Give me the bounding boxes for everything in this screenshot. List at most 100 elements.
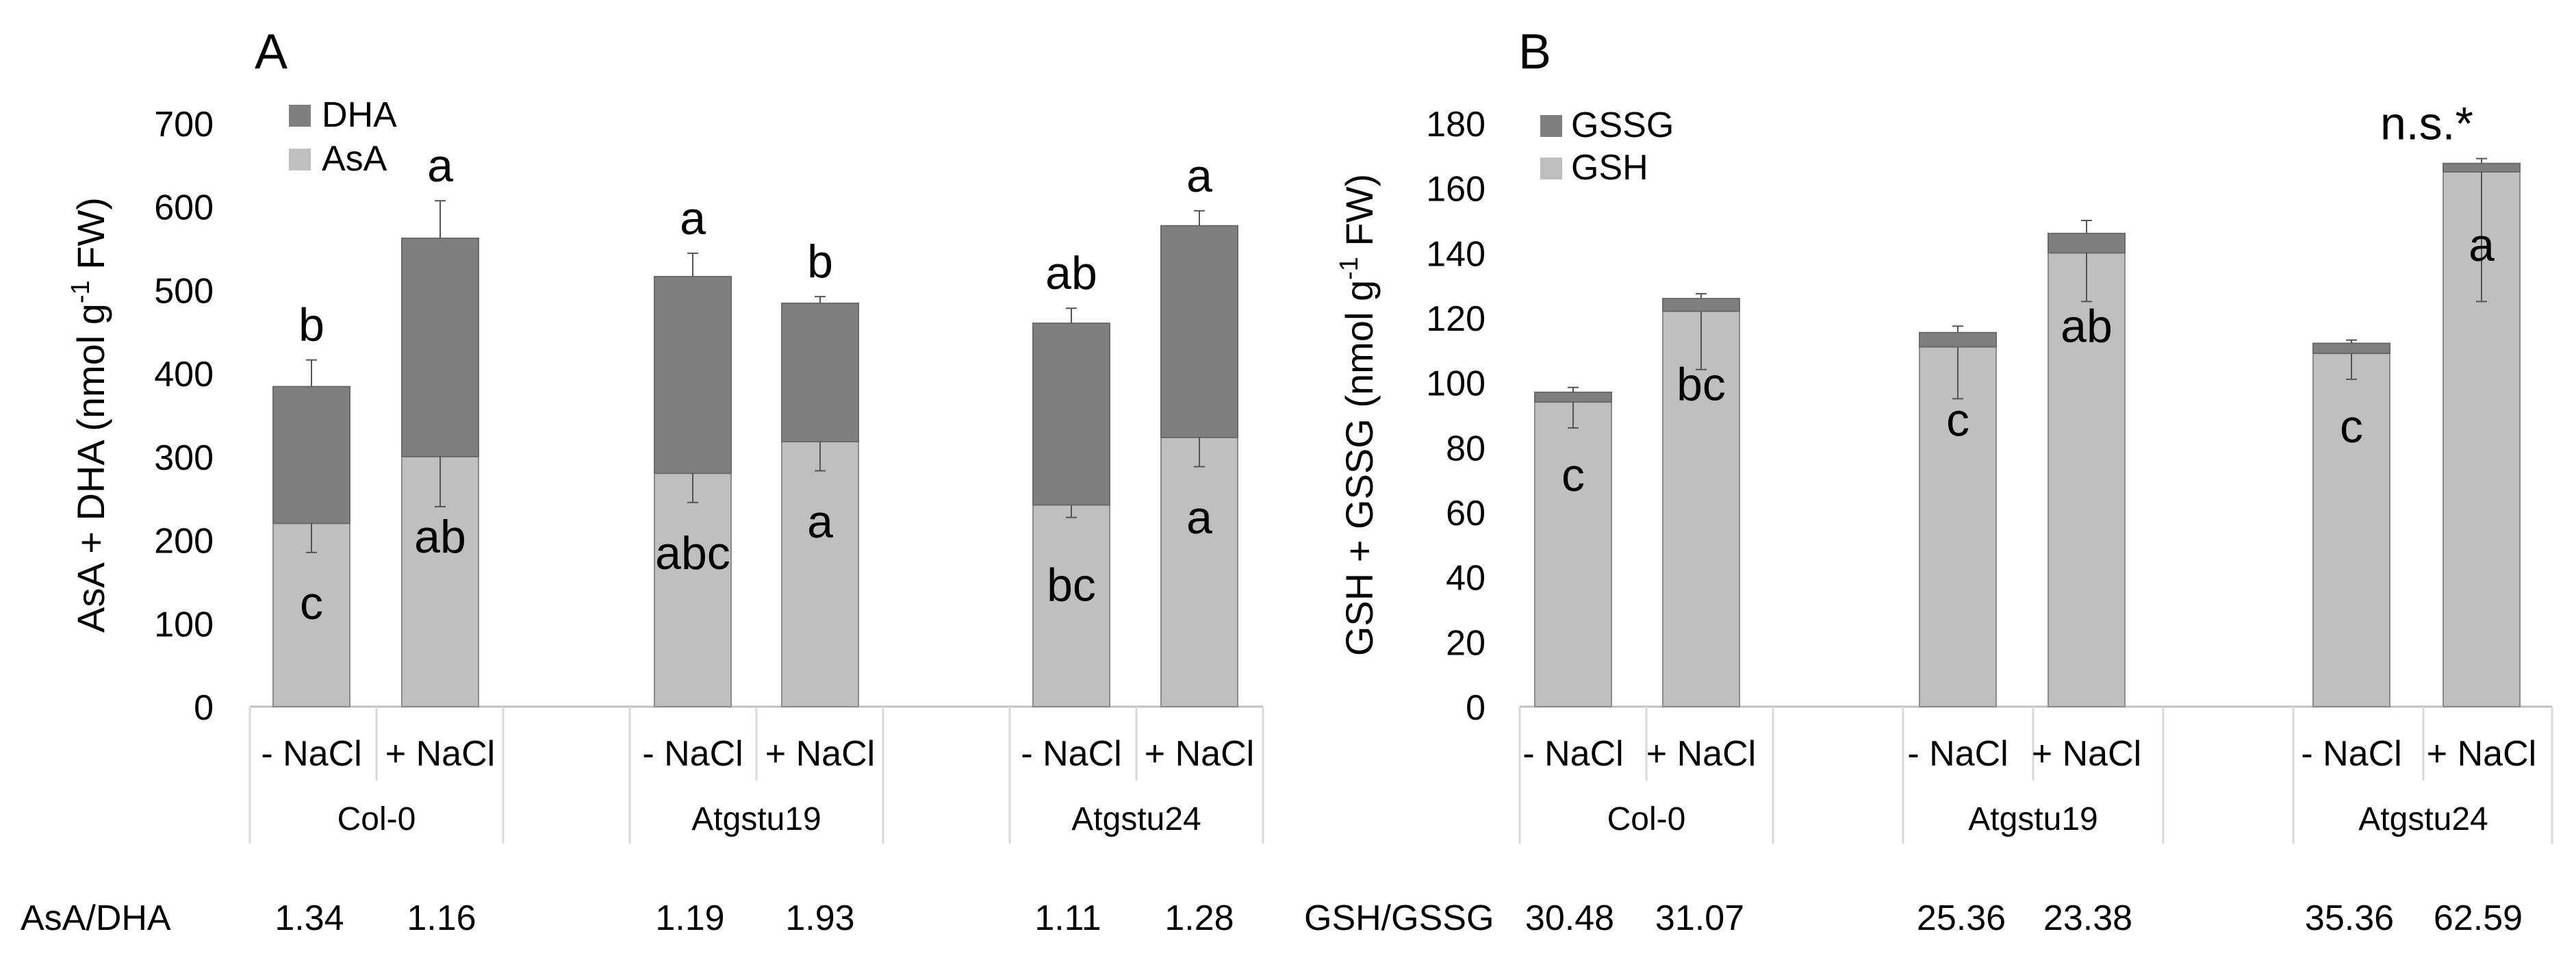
ratio-value: 31.07 <box>1655 898 1744 938</box>
bar-gsh <box>1662 310 1740 707</box>
treatment-label: - NaCl <box>1021 734 1121 774</box>
bar-dha <box>654 275 732 475</box>
ratio-value: 35.36 <box>2305 898 2394 938</box>
legend-label-gssg: GSSG <box>1571 105 1674 145</box>
bar-asa <box>1160 436 1238 707</box>
ratio-value: 23.38 <box>2043 898 2132 938</box>
legend-swatch-gsh <box>1540 157 1562 179</box>
y-tick-label: 60 <box>1446 494 1485 533</box>
genotype-label: Atgstu24 <box>2358 801 2488 837</box>
bar-gssg <box>2048 232 2126 254</box>
y-tick-label: 600 <box>154 188 214 228</box>
treatment-label: + NaCl <box>2032 734 2141 774</box>
bar-dha <box>272 386 350 525</box>
significance-label: c <box>2340 401 2363 453</box>
bar-dha <box>401 237 479 457</box>
y-tick-label: 400 <box>154 355 214 394</box>
y-tick-label: 0 <box>1466 688 1485 728</box>
y-tick-label: 200 <box>154 522 214 561</box>
significance-label: ab <box>414 511 466 563</box>
y-tick-label: 120 <box>1426 299 1485 339</box>
bar-dha <box>1160 225 1238 438</box>
treatment-label: - NaCl <box>1522 734 1623 774</box>
significance-label: a <box>2469 219 2495 271</box>
bar-dha <box>781 302 859 442</box>
legend-swatch-gssg <box>1540 115 1562 137</box>
treatment-label: - NaCl <box>1907 734 2008 774</box>
y-tick-label: 500 <box>154 271 214 311</box>
genotype-label: Col-0 <box>1607 801 1686 837</box>
significance-label: a <box>680 192 706 244</box>
genotype-label: Atgstu24 <box>1071 801 1201 837</box>
ratio-value: 1.11 <box>1034 898 1101 938</box>
bar-gssg <box>1662 298 1740 312</box>
treatment-label: + NaCl <box>1145 734 1254 774</box>
bar-gssg <box>1534 391 1612 403</box>
bar-dha <box>1032 323 1110 506</box>
y-tick-label: 100 <box>1426 364 1485 404</box>
bar-asa <box>654 472 732 707</box>
y-tick-label: 160 <box>1426 170 1485 210</box>
ratio-value: 1.19 <box>655 898 724 938</box>
significance-label: a <box>427 140 453 192</box>
y-tick-label: 180 <box>1426 105 1485 144</box>
significance-label: c <box>300 577 323 629</box>
panel-a: A AsA + DHA (nmol g-1 FW) 0 100 200 300 400 500… <box>21 25 1264 938</box>
ratio-row-label: GSH/GSSG <box>1304 898 1494 938</box>
y-tick-label: 140 <box>1426 234 1485 274</box>
ratio-row-label: AsA/DHA <box>21 898 171 938</box>
treatment-label: + NaCl <box>385 734 495 774</box>
significance-label: abc <box>655 527 730 579</box>
y-axis-label: AsA + DHA (nmol g-1 FW) <box>66 197 112 633</box>
significance-label: a <box>807 496 833 548</box>
bar-gssg <box>2312 342 2390 355</box>
legend-label-asa: AsA <box>322 139 387 179</box>
bar-gsh <box>2312 353 2390 707</box>
y-tick-label: 20 <box>1446 623 1485 663</box>
panel-letter: B <box>1518 25 1551 79</box>
treatment-label: - NaCl <box>642 734 743 774</box>
genotype-label: Col-0 <box>337 801 416 837</box>
genotype-label: Atgstu19 <box>691 801 821 837</box>
ratio-value: 30.48 <box>1525 898 1614 938</box>
treatment-label: - NaCl <box>261 734 361 774</box>
bar-gsh <box>1534 401 1612 707</box>
ratio-value: 1.28 <box>1164 898 1234 938</box>
bar-gsh <box>1919 346 1997 708</box>
ratio-value: 1.16 <box>407 898 476 938</box>
significance-label: b <box>807 236 833 288</box>
significance-label: n.s.* <box>2380 98 2473 150</box>
y-tick-label: 40 <box>1446 559 1485 598</box>
y-tick-label: 300 <box>154 438 214 478</box>
bar-asa <box>1032 504 1110 707</box>
significance-label: c <box>1561 449 1585 501</box>
y-tick-label: 700 <box>154 105 214 144</box>
significance-label: a <box>1186 492 1212 544</box>
panel-letter: A <box>255 25 288 79</box>
legend-label-gsh: GSH <box>1571 148 1648 188</box>
legend-swatch-asa <box>289 149 311 170</box>
panel-b: B GSH + GSSG (nmol g-1 FW) 0 20 40 60 80 100 120… <box>1304 25 2553 938</box>
legend-label-dha: DHA <box>322 95 397 135</box>
significance-label: bc <box>1676 359 1726 411</box>
legend-swatch-dha <box>289 105 311 127</box>
ratio-value: 1.34 <box>275 898 344 938</box>
significance-label: a <box>1186 150 1212 202</box>
significance-label: bc <box>1047 559 1096 611</box>
ratio-value: 25.36 <box>1917 898 2006 938</box>
treatment-label: - NaCl <box>2301 734 2401 774</box>
y-axis-label: GSH + GSSG (nmol g-1 FW) <box>1335 174 1381 656</box>
genotype-label: Atgstu19 <box>1968 801 2097 837</box>
bar-asa <box>781 440 859 707</box>
y-tick-label: 0 <box>194 688 214 728</box>
significance-label: c <box>1946 394 1969 446</box>
y-tick-label: 80 <box>1446 429 1485 468</box>
bar-gsh <box>2048 252 2126 708</box>
ratio-value: 62.59 <box>2434 898 2523 938</box>
treatment-label: + NaCl <box>2427 734 2536 774</box>
treatment-label: + NaCl <box>765 734 875 774</box>
significance-label: ab <box>2061 300 2113 352</box>
significance-label: b <box>298 299 324 351</box>
